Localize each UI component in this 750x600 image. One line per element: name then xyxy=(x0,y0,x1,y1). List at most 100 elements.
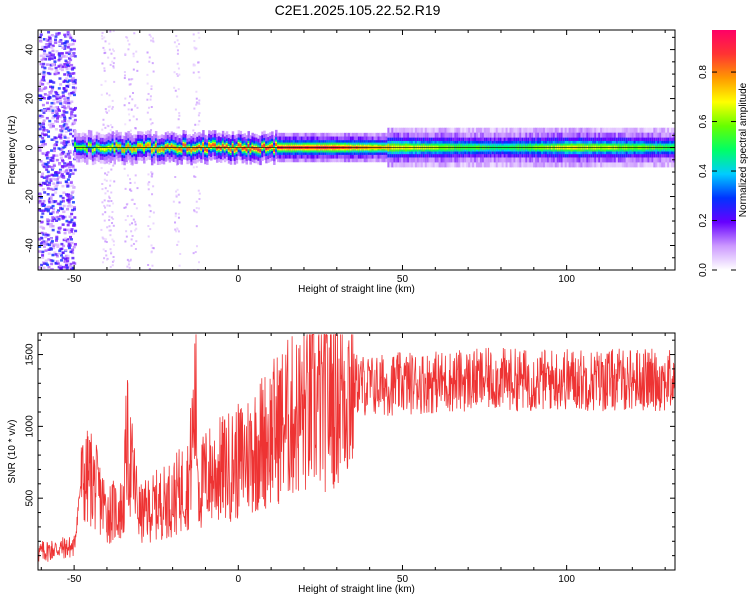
spectrogram-cell xyxy=(221,144,225,148)
spectrogram-cell xyxy=(62,140,66,143)
spectrogram-cell xyxy=(147,143,150,147)
spectrogram-cell xyxy=(46,193,50,196)
spectrogram-cell xyxy=(49,237,53,240)
spectrogram-cell xyxy=(63,162,67,165)
spectrogram-cell xyxy=(52,164,56,167)
spectrogram-cell xyxy=(182,143,185,147)
spectrogram-cell xyxy=(47,258,51,261)
spectrogram-cell xyxy=(135,207,138,210)
spectrogram-cell xyxy=(68,74,72,78)
spectrogram-cell xyxy=(58,226,62,229)
spectrogram-cell xyxy=(63,42,67,45)
spectrogram-cell xyxy=(48,95,52,99)
spectrogram-cell xyxy=(42,52,46,56)
spectrogram-cell xyxy=(69,197,73,201)
spectrogram-cell xyxy=(65,111,69,114)
spectrogram-cell xyxy=(135,227,138,230)
spectrogram-cell xyxy=(129,259,132,262)
spectrogram-cell xyxy=(56,181,60,184)
spectrogram-cell xyxy=(195,103,198,106)
spectrogram-cell xyxy=(148,143,152,147)
spectrogram-cell xyxy=(101,147,105,151)
spectrogram-cell xyxy=(73,39,77,43)
spectrogram-cell xyxy=(70,100,74,103)
spectrogram-cell xyxy=(42,73,46,77)
spectrogram-cell xyxy=(146,98,149,101)
spectrogram-cell xyxy=(65,67,69,71)
spectrogram-cell xyxy=(46,82,50,85)
spectrogram-cell xyxy=(60,141,64,145)
spectrogram-cell xyxy=(128,119,131,122)
spectrogram-cell xyxy=(41,212,45,215)
spectrogram-cell xyxy=(50,267,54,270)
spectrogram-cell xyxy=(67,83,71,86)
spectrogram-cell xyxy=(39,160,43,163)
spectrogram-cell xyxy=(235,147,239,151)
spectrogram-cell xyxy=(41,204,45,208)
spectrogram-cell xyxy=(51,188,55,192)
spectrogram-cell xyxy=(67,61,71,64)
spectrogram-cell xyxy=(42,71,46,74)
spectrogram-cell xyxy=(59,83,63,86)
spectrogram-cell xyxy=(70,228,74,231)
spectrogram-cell xyxy=(176,126,179,129)
spectrogram-cell xyxy=(130,238,133,241)
spectrogram-cell xyxy=(38,114,42,118)
spectrogram-cell xyxy=(43,93,47,96)
spectrogram-cell xyxy=(195,200,198,203)
spectrogram-cell xyxy=(58,168,62,172)
spectrogram-cell xyxy=(73,80,77,84)
spectrogram-cell xyxy=(229,148,233,152)
spectrogram-cell xyxy=(103,178,106,181)
spectrogram-cell xyxy=(59,170,63,173)
spectrogram-cell xyxy=(72,72,76,75)
spectrogram-cell xyxy=(109,265,112,268)
spectrogram-cell xyxy=(102,118,105,121)
spectrogram-cell xyxy=(51,224,55,228)
spectrogram-cell xyxy=(42,227,46,230)
spectrogram-cell xyxy=(178,43,181,46)
spectrogram-cell xyxy=(197,61,200,64)
spectrogram-cell xyxy=(136,187,139,190)
spectrogram-cell xyxy=(48,36,52,40)
colorbar-tick-label: 0.2 xyxy=(698,213,709,227)
spectrogram-cell xyxy=(51,177,55,181)
spectrogram-cell xyxy=(38,145,42,148)
spectrogram-cell xyxy=(108,204,111,207)
spectrogram-cell xyxy=(173,41,176,44)
spectrogram-cell xyxy=(51,111,55,115)
spectrogram-cell xyxy=(174,215,177,218)
spectrogram-cell xyxy=(67,198,71,202)
spectrogram-cell xyxy=(42,127,46,130)
spectrogram-cell xyxy=(72,186,76,189)
plot-frame xyxy=(37,332,676,571)
spectrogram-cell xyxy=(111,60,114,63)
spectrogram-cell xyxy=(59,206,63,210)
spectrogram-cell xyxy=(71,232,75,235)
spectrogram-cell xyxy=(95,144,99,148)
spectrogram-cell xyxy=(42,111,46,115)
spectrogram-cell xyxy=(51,49,55,53)
spectrogram-cell xyxy=(103,69,106,72)
spectrogram-cell xyxy=(47,123,51,127)
spectrogram-cell xyxy=(68,215,72,219)
figure-title: C2E1.2025.105.22.52.R19 xyxy=(274,2,441,18)
spectrogram-cell xyxy=(44,235,48,239)
spectrogram-cell xyxy=(194,123,197,126)
spectrogram-cell xyxy=(50,89,54,93)
spectrogram-cell xyxy=(110,191,113,194)
spectrogram-cell xyxy=(69,55,73,58)
spectrogram-cell xyxy=(57,87,61,90)
spectrogram-cell xyxy=(40,220,44,224)
spectrogram-cell xyxy=(68,143,72,146)
spectrogram-cell xyxy=(62,105,66,108)
spectrogram-cell xyxy=(151,39,154,42)
spectrogram-cell xyxy=(42,62,46,66)
spectrogram-cell xyxy=(50,241,54,245)
spectrogram-cell xyxy=(47,174,51,178)
spectrogram-cell xyxy=(70,91,74,95)
spectrogram-cell xyxy=(73,121,77,125)
spectrogram-cell xyxy=(70,67,74,70)
spectrogram-cell xyxy=(49,125,53,129)
